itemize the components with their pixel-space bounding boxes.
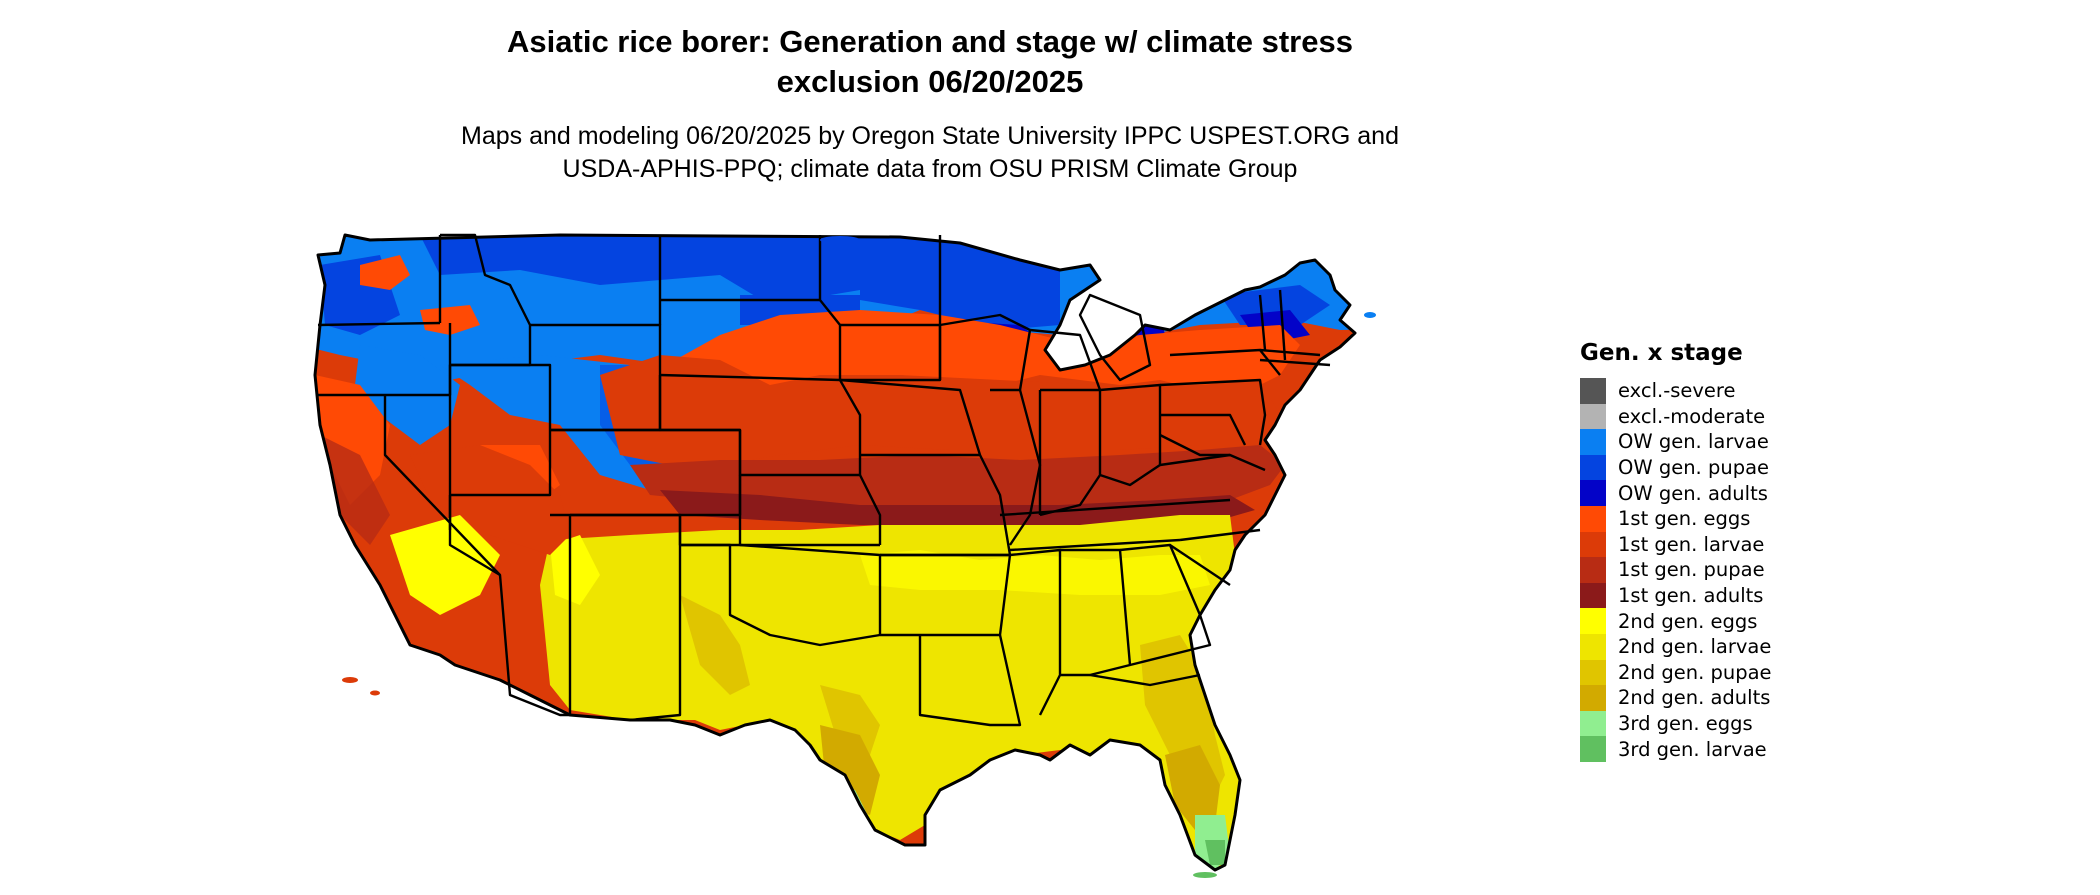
legend-item: 1st gen. pupae: [1580, 557, 1880, 583]
legend-label: 1st gen. adults: [1618, 584, 1764, 608]
legend-swatch: [1580, 378, 1606, 404]
legend-item: excl.-severe: [1580, 378, 1880, 404]
map-subtitle-line1: Maps and modeling 06/20/2025 by Oregon S…: [461, 122, 1399, 150]
legend-label: OW gen. larvae: [1618, 430, 1769, 454]
legend-label: OW gen. pupae: [1618, 456, 1770, 480]
legend-item: 3rd gen. larvae: [1580, 736, 1880, 762]
legend-label: 1st gen. eggs: [1618, 507, 1751, 531]
legend-item: 2nd gen. adults: [1580, 685, 1880, 711]
legend-swatch: [1580, 480, 1606, 506]
legend-swatch: [1580, 710, 1606, 737]
legend-label: 2nd gen. adults: [1618, 686, 1771, 710]
legend-label: 1st gen. pupae: [1618, 558, 1765, 582]
legend-item: excl.-moderate: [1580, 403, 1880, 430]
legend-label: 3rd gen. eggs: [1618, 712, 1753, 736]
legend-swatch: [1580, 531, 1606, 558]
legend-item: OW gen. adults: [1580, 480, 1880, 506]
legend-label: 2nd gen. eggs: [1618, 609, 1758, 633]
legend-item: OW gen. larvae: [1580, 429, 1880, 455]
legend-swatch: [1580, 685, 1606, 711]
legend-label: 3rd gen. larvae: [1618, 737, 1767, 761]
legend-swatch: [1580, 633, 1606, 660]
legend-swatch: [1580, 403, 1606, 430]
map-subtitle-line2: USDA-APHIS-PPQ; climate data from OSU PR…: [562, 155, 1298, 183]
legend-swatch: [1580, 736, 1606, 762]
legend-items: excl.-severe excl.-moderate OW gen. larvae…: [1580, 378, 1880, 762]
legend-swatch: [1580, 582, 1606, 609]
legend-swatch: [1580, 659, 1606, 686]
legend-swatch: [1580, 454, 1606, 481]
legend-title: Gen. x stage: [1580, 340, 1743, 366]
legend-label: excl.-severe: [1618, 379, 1736, 403]
legend: Gen. x stage excl.-severe excl.-moderate O…: [1580, 338, 1880, 762]
legend-label: excl.-moderate: [1618, 404, 1766, 428]
legend-item: 2nd gen. larvae: [1580, 633, 1880, 660]
legend-item: 1st gen. larvae: [1580, 531, 1880, 558]
title-block: Asiatic rice borer: Generation and stage…: [0, 22, 1860, 186]
legend-item: 1st gen. eggs: [1580, 505, 1880, 532]
us-map-svg: [313, 233, 1376, 878]
legend-item: OW gen. pupae: [1580, 454, 1880, 481]
legend-item: 1st gen. adults: [1580, 582, 1880, 609]
legend-item: 2nd gen. pupae: [1580, 659, 1880, 686]
us-map: [300, 215, 1560, 895]
legend-label: OW gen. adults: [1618, 481, 1768, 505]
legend-swatch: [1580, 608, 1606, 634]
legend-swatch: [1580, 557, 1606, 583]
map-subtitle: Maps and modeling 06/20/2025 by Oregon S…: [0, 120, 1860, 186]
legend-item: 2nd gen. eggs: [1580, 608, 1880, 634]
coastal-islands: [342, 236, 1376, 878]
legend-label: 2nd gen. pupae: [1618, 660, 1772, 684]
state-boundaries: [317, 233, 1331, 727]
legend-swatch: [1580, 505, 1606, 532]
legend-label: 1st gen. larvae: [1618, 532, 1765, 556]
map-title-line2: exclusion 06/20/2025: [776, 64, 1084, 99]
map-title: Asiatic rice borer: Generation and stage…: [0, 22, 1860, 102]
legend-item: 3rd gen. eggs: [1580, 710, 1880, 737]
map-title-line1: Asiatic rice borer: Generation and stage…: [507, 24, 1353, 59]
legend-swatch: [1580, 429, 1606, 455]
legend-label: 2nd gen. larvae: [1618, 635, 1772, 659]
